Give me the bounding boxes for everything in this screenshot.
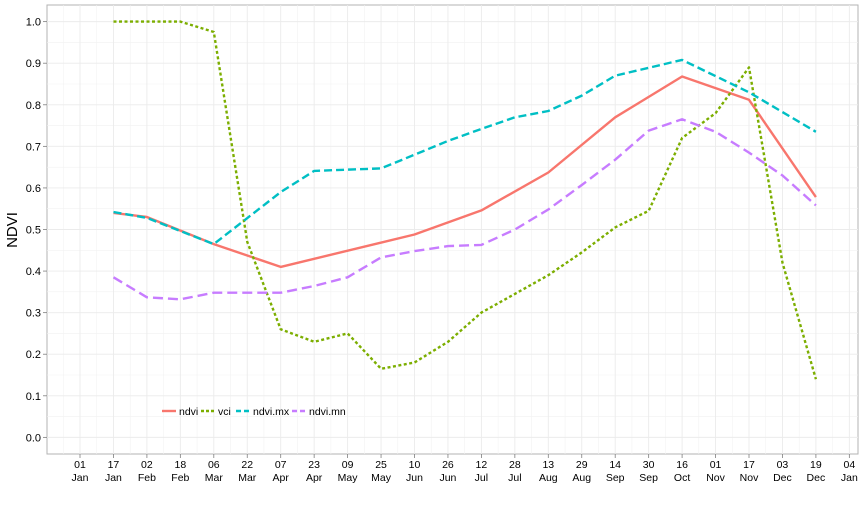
- x-tick-label-day: 01: [74, 459, 86, 471]
- x-tick-label-month: Sep: [606, 472, 625, 484]
- x-tick-label-day: 28: [509, 459, 521, 471]
- x-tick-label-month: Feb: [171, 472, 189, 484]
- y-tick-label: 0.2: [26, 349, 41, 361]
- x-tick-label-month: Nov: [740, 472, 759, 484]
- x-tick-label-day: 23: [308, 459, 320, 471]
- x-tick-label-month: Feb: [138, 472, 156, 484]
- x-tick-label-month: Apr: [306, 472, 323, 484]
- x-tick-label-month: Nov: [706, 472, 725, 484]
- y-tick-label: 1.0: [26, 17, 41, 29]
- x-tick-label-day: 17: [743, 459, 755, 471]
- series-line-ndvi-mn: [112, 118, 817, 301]
- series-line-ndvi-mx: [113, 58, 817, 246]
- legend-label-vci: vci: [218, 406, 231, 418]
- x-tick-label-month: Sep: [639, 472, 658, 484]
- x-tick-label-day: 14: [609, 459, 621, 471]
- y-tick-label: 0.6: [26, 183, 41, 195]
- x-tick-label-day: 13: [542, 459, 554, 471]
- legend-label-ndvi-mn: ndvi.mn: [309, 406, 346, 418]
- x-tick-label-day: 02: [141, 459, 153, 471]
- x-tick-label-day: 09: [342, 459, 354, 471]
- x-tick-label-month: Jul: [508, 472, 521, 484]
- y-tick-label: 0.4: [26, 266, 41, 278]
- x-tick-label-day: 17: [108, 459, 120, 471]
- x-tick-label-day: 25: [375, 459, 387, 471]
- legend: ndvi vci ndvi.mx ndvi.mn: [162, 406, 346, 418]
- x-tick-label-day: 01: [710, 459, 722, 471]
- y-tick-label: 0.3: [26, 308, 41, 320]
- x-tick-label-month: Dec: [807, 472, 826, 484]
- x-tick-label-day: 07: [275, 459, 287, 471]
- x-tick-label-day: 12: [476, 459, 488, 471]
- x-tick-label-month: Aug: [572, 472, 591, 484]
- x-tick-label-month: Mar: [238, 472, 257, 484]
- y-tick-label: 0.0: [26, 432, 41, 444]
- series-line-ndvi: [113, 75, 817, 269]
- x-tick-label-month: Jan: [841, 472, 858, 484]
- x-tick-label-day: 03: [777, 459, 789, 471]
- x-tick-label-month: Dec: [773, 472, 792, 484]
- y-axis-title: NDVI: [4, 212, 21, 248]
- x-tick-label-day: 16: [676, 459, 688, 471]
- x-tick-label-day: 22: [241, 459, 253, 471]
- x-tick-label-day: 06: [208, 459, 220, 471]
- y-tick-label: 0.1: [26, 391, 41, 403]
- grid-layer: [47, 5, 858, 454]
- x-tick-label-day: 18: [175, 459, 187, 471]
- y-tick-label: 0.5: [26, 225, 41, 237]
- x-tick-label-month: May: [371, 472, 392, 484]
- axis-layer: 0.00.10.20.30.40.50.60.70.80.91.001Jan17…: [26, 17, 858, 484]
- legend-label-ndvi: ndvi: [179, 406, 198, 418]
- x-tick-label-month: Aug: [539, 472, 558, 484]
- x-tick-label-day: 19: [810, 459, 822, 471]
- x-tick-label-month: Mar: [205, 472, 224, 484]
- legend-label-ndvi-mx: ndvi.mx: [253, 406, 290, 418]
- x-tick-label-day: 26: [442, 459, 454, 471]
- x-tick-label-month: Apr: [273, 472, 290, 484]
- y-tick-label: 0.9: [26, 58, 41, 70]
- x-tick-label-day: 04: [844, 459, 856, 471]
- x-tick-label-day: 10: [409, 459, 421, 471]
- x-tick-label-month: Jun: [406, 472, 423, 484]
- y-tick-label: 0.8: [26, 100, 41, 112]
- x-tick-label-day: 29: [576, 459, 588, 471]
- x-tick-label-month: Jan: [72, 472, 89, 484]
- x-tick-label-month: May: [338, 472, 359, 484]
- y-tick-label: 0.7: [26, 141, 41, 153]
- x-tick-label-month: Jun: [439, 472, 456, 484]
- x-tick-label-month: Jul: [475, 472, 488, 484]
- x-tick-label-day: 30: [643, 459, 655, 471]
- x-tick-label-month: Jan: [105, 472, 122, 484]
- x-tick-label-month: Oct: [674, 472, 690, 484]
- series-layer: [112, 20, 818, 380]
